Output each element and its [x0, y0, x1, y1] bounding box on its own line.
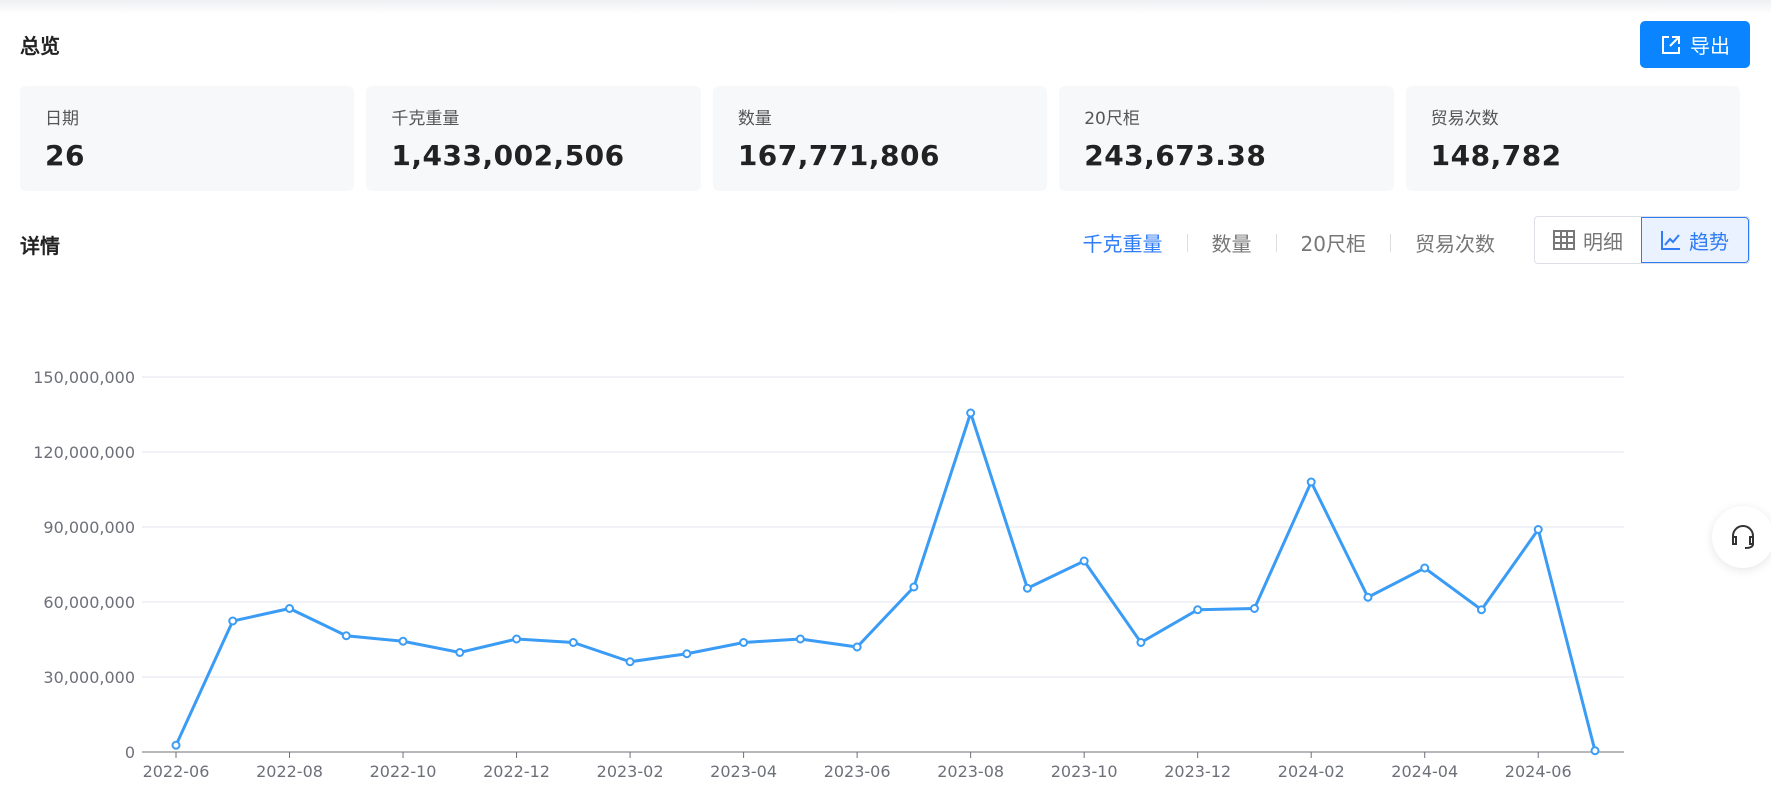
trend-view-label: 趋势 [1689, 229, 1729, 254]
y-tick-label: 60,000,000 [43, 593, 135, 612]
divider [1186, 233, 1188, 252]
card-label: 千克重量 [391, 109, 460, 129]
data-point [795, 634, 805, 644]
table-icon [1553, 230, 1575, 250]
divider [1390, 233, 1391, 252]
card-quantity: 数量 167,771,806 [712, 86, 1048, 191]
export-button[interactable]: 导出 [1640, 21, 1750, 68]
card-value: 148,782 [1430, 139, 1562, 172]
data-point [1136, 638, 1146, 647]
y-tick-label: 120,000,000 [33, 443, 135, 462]
y-tick-label: 150,000,000 [33, 368, 135, 387]
card-value: 1,433,002,506 [391, 139, 625, 172]
data-point [568, 638, 578, 647]
data-point [1363, 592, 1373, 602]
x-tick-label: 2024-02 [1278, 762, 1345, 781]
data-point [1476, 605, 1486, 615]
customer-service-button[interactable] [1712, 506, 1771, 568]
y-tick-label: 0 [125, 743, 135, 762]
data-point [512, 634, 522, 644]
card-date: 日期 26 [20, 86, 355, 191]
x-tick-label: 2024-06 [1505, 762, 1572, 781]
data-point [1590, 746, 1600, 756]
tab-teu[interactable]: 20尺柜 [1300, 232, 1366, 256]
data-point [625, 657, 635, 667]
series-line [174, 408, 1597, 752]
y-tick-label: 90,000,000 [43, 518, 135, 537]
metric-tabs: 千克重量 数量 20尺柜 贸易次数 [1083, 228, 1495, 257]
data-point [1249, 604, 1259, 613]
table-view-button[interactable]: 明细 [1535, 217, 1641, 263]
overview-title: 总览 [20, 34, 60, 58]
headset-icon [1732, 525, 1754, 549]
data-point [1193, 605, 1203, 615]
card-teu: 20尺柜 243,673.38 [1059, 86, 1394, 191]
data-point [739, 638, 749, 647]
card-value: 167,771,806 [737, 139, 940, 172]
y-tick-label: 30,000,000 [43, 668, 135, 687]
x-tick-label: 2022-08 [256, 762, 323, 781]
data-point [909, 582, 919, 592]
external-link-icon [1662, 35, 1680, 54]
data-point [341, 631, 351, 641]
card-value: 243,673.38 [1084, 139, 1267, 172]
x-tick-label: 2022-10 [370, 762, 437, 781]
export-label: 导出 [1690, 34, 1730, 58]
tab-weight[interactable]: 千克重量 [1082, 232, 1163, 256]
x-tick-label: 2023-04 [710, 762, 777, 781]
trend-view-button[interactable]: 趋势 [1641, 217, 1749, 263]
data-point [682, 649, 692, 659]
view-toggle: 明细 趋势 [1534, 216, 1750, 264]
data-point [1306, 477, 1316, 487]
card-value: 26 [45, 139, 85, 172]
card-label: 日期 [45, 109, 79, 129]
tab-quantity[interactable]: 数量 [1211, 232, 1252, 256]
data-point [1022, 583, 1032, 593]
top-shadow [0, 0, 1771, 14]
x-tick-label: 2022-12 [483, 762, 550, 781]
card-weight: 千克重量 1,433,002,506 [366, 86, 701, 191]
data-point [455, 648, 465, 657]
x-tick-label: 2022-06 [143, 762, 210, 781]
data-point [1533, 525, 1543, 534]
data-point [285, 604, 295, 613]
data-point [1079, 556, 1089, 566]
x-tick-label: 2024-04 [1391, 762, 1458, 781]
data-point [1420, 563, 1430, 573]
details-title: 详情 [20, 234, 60, 258]
x-tick-label: 2023-12 [1164, 762, 1231, 781]
tab-trades[interactable]: 贸易次数 [1415, 232, 1495, 256]
table-view-label: 明细 [1583, 229, 1623, 254]
x-tick-label: 2023-06 [824, 762, 891, 781]
summary-cards: 日期 26 千克重量 1,433,002,506 数量 167,771,806 20尺… [20, 86, 1741, 191]
data-point [228, 616, 238, 626]
x-tick-label: 2023-02 [597, 762, 664, 781]
card-label: 20尺柜 [1084, 109, 1140, 129]
card-label: 数量 [737, 109, 772, 129]
card-trades: 贸易次数 148,782 [1405, 86, 1741, 191]
data-point [171, 740, 181, 750]
x-tick-label: 2023-10 [1051, 762, 1118, 781]
card-label: 贸易次数 [1430, 109, 1499, 129]
line-chart-icon [1661, 231, 1680, 250]
x-tick-label: 2023-08 [937, 762, 1004, 781]
divider [1275, 233, 1277, 252]
data-point [398, 636, 408, 646]
data-point [966, 408, 976, 418]
data-point [852, 642, 862, 652]
